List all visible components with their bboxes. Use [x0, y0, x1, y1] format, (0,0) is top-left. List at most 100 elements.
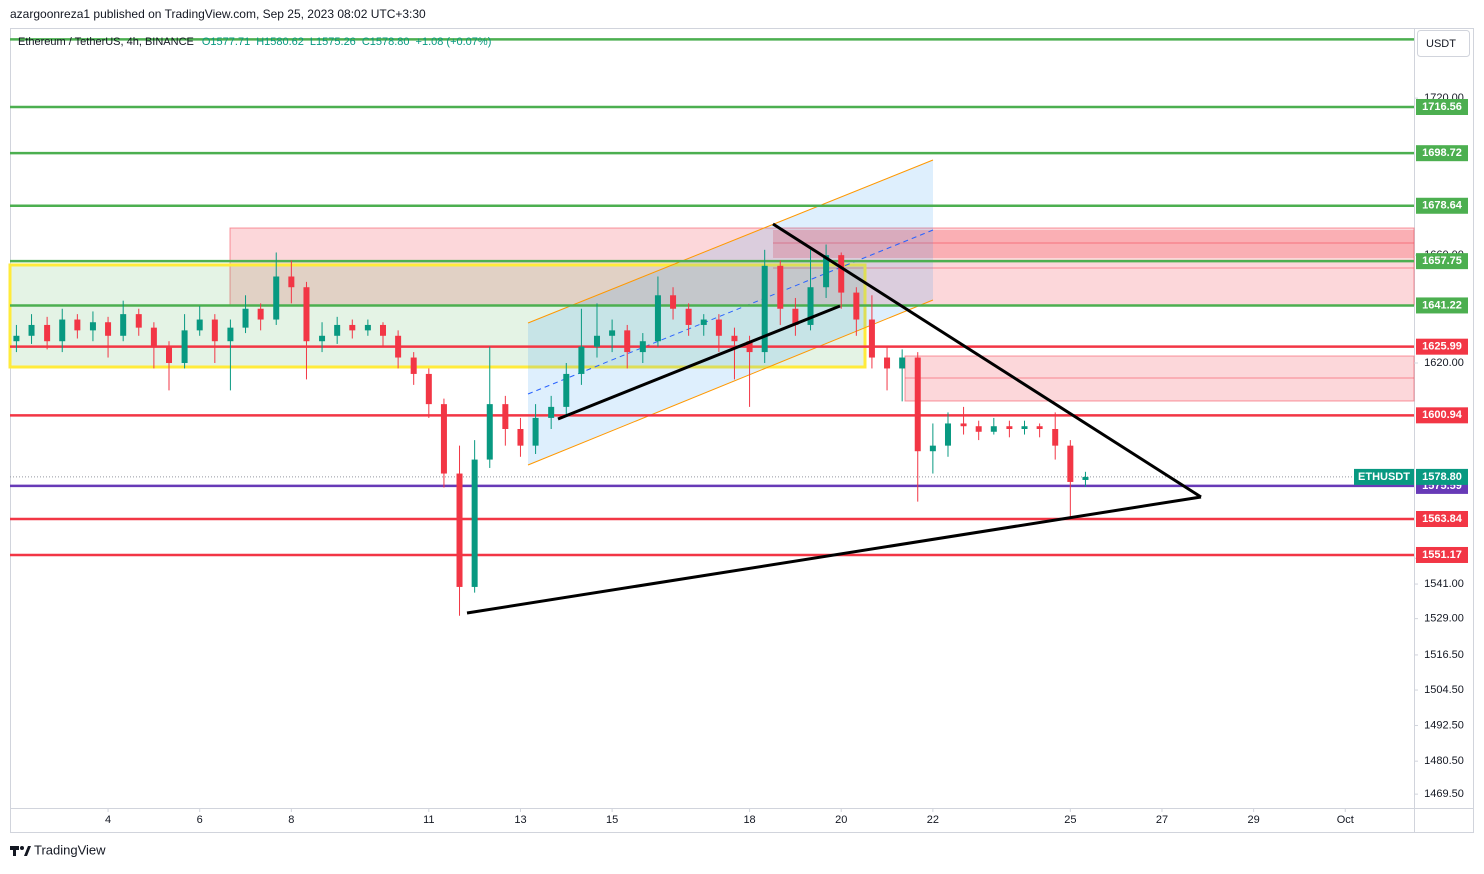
- level-label: 1641.22: [1422, 299, 1462, 311]
- candle-body: [13, 335, 20, 342]
- candle-body: [990, 426, 997, 432]
- x-tick-label: 22: [927, 814, 939, 826]
- publisher: azargoonreza1 published on TradingView.c…: [10, 7, 426, 21]
- candle-body: [211, 319, 218, 342]
- candle-body: [288, 276, 295, 288]
- trendline: [557, 304, 841, 421]
- x-tick-label: 4: [105, 814, 111, 826]
- level-badge: [1416, 145, 1468, 162]
- x-tick-label: 20: [835, 814, 847, 826]
- y-tick-label: 1469.50: [1424, 788, 1464, 800]
- candle-body: [1082, 476, 1089, 480]
- candle-body: [105, 322, 112, 336]
- candle-body: [28, 324, 35, 336]
- level-label: 1678.64: [1422, 200, 1463, 212]
- level-label: 1698.72: [1422, 147, 1462, 159]
- logo-mark: [24, 846, 31, 856]
- candle-body: [456, 473, 463, 587]
- logo-mark: [20, 846, 24, 850]
- candle-body: [74, 319, 81, 331]
- candle-body: [609, 330, 616, 336]
- candle-body: [440, 404, 447, 474]
- level-label: 1657.75: [1422, 255, 1462, 267]
- candle-body: [303, 287, 310, 342]
- level-label: 1551.17: [1422, 549, 1462, 561]
- ohlc-value: O1577.71: [202, 36, 250, 48]
- price-badge: [1416, 468, 1468, 485]
- y-tick-label: 1480.50: [1424, 755, 1464, 767]
- logo: [10, 846, 31, 856]
- candle-body: [807, 287, 814, 325]
- y-tick-label: 1504.50: [1424, 684, 1464, 696]
- candle-body: [715, 319, 722, 336]
- candle-body: [899, 357, 906, 369]
- candle-body: [944, 423, 951, 446]
- level-badge: [1416, 253, 1468, 270]
- level-label: 1563.84: [1422, 513, 1463, 525]
- ohlc-header: O1577.71 H1580.62 L1575.26 C1578.80 +1.08 (+…: [202, 36, 492, 48]
- level-badge: [1416, 546, 1468, 563]
- candle-body: [379, 324, 386, 336]
- candle-body: [1006, 426, 1013, 429]
- channel-edge: [527, 159, 934, 324]
- candle-body: [884, 357, 891, 369]
- ohlc-value: +1.08 (+0.07%): [416, 36, 492, 48]
- candle-body: [624, 330, 631, 353]
- candle-body: [563, 373, 570, 407]
- candle-body: [1021, 426, 1028, 429]
- candle-body: [44, 324, 51, 342]
- symbol-badge: [1354, 468, 1414, 485]
- candle-body: [349, 324, 356, 331]
- candle-body: [135, 314, 142, 328]
- candle-body: [639, 341, 646, 353]
- candle-body: [471, 459, 478, 587]
- candle-body: [196, 319, 203, 331]
- trendline: [772, 222, 1202, 499]
- x-tick-label: 6: [197, 814, 203, 826]
- range-box: [8, 263, 867, 369]
- drawings: [8, 159, 1415, 466]
- level-badge: [1416, 338, 1468, 355]
- candle-body: [700, 319, 707, 325]
- candle-body: [838, 255, 845, 293]
- footer-brand: TradingView: [34, 842, 106, 857]
- candle-body: [853, 292, 860, 320]
- candle-body: [395, 335, 402, 358]
- candle-body: [868, 319, 875, 358]
- frame: [10, 28, 1474, 833]
- candle-body: [364, 324, 371, 331]
- candle-body: [410, 357, 417, 374]
- candle-body: [1036, 426, 1043, 429]
- level-badge: [1416, 98, 1468, 115]
- ohlc-value: H1580.62: [256, 36, 304, 48]
- level-badge: [1416, 407, 1468, 424]
- x-tick-label: 8: [288, 814, 294, 826]
- candle-body: [1052, 428, 1059, 446]
- y-tick-label: 1516.50: [1424, 649, 1464, 661]
- x-tick-label: 11: [423, 814, 434, 826]
- symbol-title: Ethereum / TetherUS, 4h, BINANCE: [18, 36, 194, 48]
- y-tick-label: 1541.00: [1424, 578, 1464, 590]
- level-badge: [1416, 297, 1468, 314]
- candle-body: [59, 319, 66, 342]
- x-tick-label: 27: [1156, 814, 1168, 826]
- trendline: [466, 495, 1202, 615]
- channel-mid: [527, 229, 934, 395]
- level-badge: [1416, 197, 1468, 214]
- unit-box: [1417, 30, 1470, 57]
- candle-body: [960, 423, 967, 427]
- channel-edge: [527, 299, 934, 466]
- candle-body: [731, 335, 738, 342]
- candle-body: [975, 426, 982, 432]
- axes: 1720.001660.001620.001550.001541.001529.…: [105, 92, 1468, 826]
- candle-body: [150, 327, 157, 347]
- candle-body: [548, 406, 555, 418]
- candle-body: [532, 417, 539, 446]
- candle-body: [120, 314, 127, 336]
- y-tick-label: 1529.00: [1424, 613, 1464, 625]
- candle-body: [670, 295, 677, 309]
- y-tick-label: 1492.50: [1424, 719, 1464, 731]
- x-tick-label: 13: [514, 814, 526, 826]
- unit-label: USDT: [1426, 38, 1456, 50]
